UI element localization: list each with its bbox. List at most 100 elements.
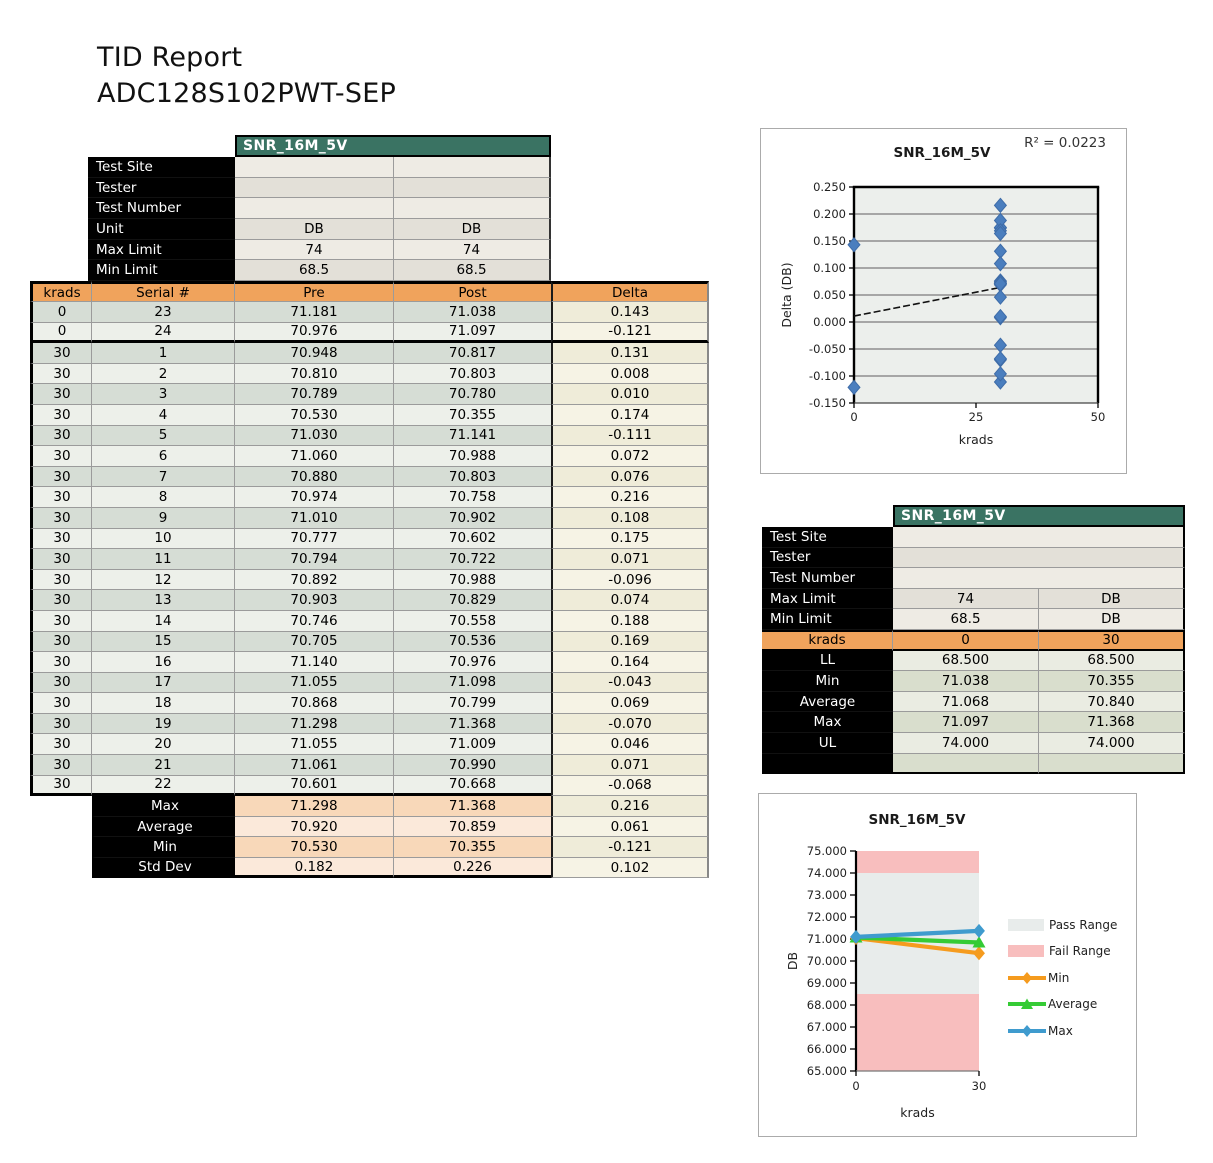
data-cell: 70.558 [394, 610, 551, 632]
data-cell: 70.601 [235, 775, 394, 797]
svg-text:0.250: 0.250 [813, 180, 846, 194]
column-header: krads [30, 281, 92, 302]
svg-text:71.000: 71.000 [807, 932, 847, 946]
data-cell: 70.803 [394, 363, 551, 385]
info-cell [394, 157, 551, 178]
summary-row-label: Average [92, 816, 235, 838]
data-cell: 70.868 [235, 693, 394, 714]
delta-cell: 0.010 [551, 384, 709, 405]
legend-line [1008, 971, 1046, 984]
legend-label: Average [1048, 997, 1098, 1011]
delta-cell: 0.169 [551, 631, 709, 653]
scatter-plot: 0.250 0.200 0.150 0.100 0.050 0.000 -0.050 -0.1… [779, 180, 1105, 447]
scatter-point [993, 366, 1008, 382]
data-cell: 5 [92, 425, 235, 447]
krads-cell: 30 [1039, 629, 1185, 651]
data-cell: 30 [30, 384, 92, 405]
legend-label: Pass Range [1049, 917, 1118, 932]
data-cell: 30 [30, 755, 92, 776]
data-cell: 30 [30, 652, 92, 673]
svg-text:65.000: 65.000 [807, 1064, 847, 1078]
data-cell: 30 [30, 734, 92, 756]
data-cell: 71.140 [235, 652, 394, 673]
svg-text:-0.150: -0.150 [809, 396, 846, 410]
data-cell: 70.976 [235, 322, 394, 344]
data-cell: 30 [30, 487, 92, 508]
krads-cell: 0 [893, 629, 1039, 651]
info-row-label: Test Site [88, 157, 235, 178]
data-cell: 71.181 [235, 302, 394, 323]
summary-delta-cell: -0.121 [551, 837, 709, 858]
data-cell: 70.817 [394, 343, 551, 364]
info-cell: 68.5 [235, 260, 394, 282]
series-marker-min [973, 946, 985, 961]
scatter-chart: R² = 0.0223 SNR_16M_5V 0.250 0.200 0.150 0.… [760, 128, 1127, 474]
legend-item: Average [1008, 997, 1117, 1011]
stats-table: SNR_16M_5V Test Site Tester Test Number Max … [762, 505, 1185, 775]
data-cell: 71.060 [235, 446, 394, 467]
data-cell: 70.988 [394, 569, 551, 591]
data-cell: 70.758 [394, 487, 551, 508]
legend-swatch [1008, 945, 1044, 957]
fail-range-band [856, 994, 979, 1071]
axis-ticks: 75.000 74.000 73.000 72.000 71.000 70.000 69.0… [807, 844, 987, 1093]
svg-text:0.200: 0.200 [813, 207, 846, 221]
data-cell: 0 [30, 322, 92, 344]
info-row-label: Test Number [88, 198, 235, 220]
delta-cell: -0.068 [551, 775, 709, 797]
summary-row-label: Std Dev [92, 857, 235, 879]
legend-item: Max [1008, 1024, 1117, 1038]
scatter-chart-title: SNR_16M_5V [893, 145, 991, 161]
data-cell: 70.722 [394, 549, 551, 570]
summary-cell: 71.298 [235, 796, 394, 817]
r-squared-annotation: R² = 0.0223 [1024, 135, 1106, 151]
summary-row-label: Max [92, 796, 235, 817]
summary-spacer [30, 796, 92, 817]
stats-value-cell: 71.097 [893, 712, 1039, 733]
data-cell: 71.141 [394, 425, 551, 447]
data-cell: 70.799 [394, 693, 551, 714]
data-cell: 71.009 [394, 734, 551, 756]
svg-text:25: 25 [969, 410, 984, 424]
delta-cell: 0.188 [551, 610, 709, 632]
legend-line [1008, 998, 1046, 1009]
svg-text:0.000: 0.000 [813, 315, 846, 329]
line-plot: 75.000 74.000 73.000 72.000 71.000 70.000 69.0… [785, 844, 987, 1120]
data-cell: 71.098 [394, 672, 551, 694]
data-cell: 70.602 [394, 528, 551, 550]
data-cell: 30 [30, 549, 92, 570]
delta-cell: -0.096 [551, 569, 709, 591]
data-cell: 22 [92, 775, 235, 797]
series-marker-max [973, 923, 985, 938]
column-header: Serial # [92, 281, 235, 302]
info-table: SNR_16M_5V Test Site Tester Test Number Unit… [88, 135, 551, 282]
report-title-line2: ADC128S102PWT-SEP [97, 78, 396, 109]
data-cell: 16 [92, 652, 235, 673]
delta-cell: -0.043 [551, 672, 709, 694]
data-cell: 6 [92, 446, 235, 467]
data-cell: 70.902 [394, 507, 551, 529]
data-cell: 2 [92, 363, 235, 385]
data-cell: 70.829 [394, 590, 551, 611]
summary-spacer [30, 858, 92, 879]
summary-cell: 0.226 [394, 857, 551, 879]
delta-cell: 0.008 [551, 363, 709, 385]
data-cell: 30 [30, 631, 92, 653]
series-marker-average [972, 936, 986, 948]
data-cell: 70.789 [235, 384, 394, 405]
info-cell: 74 [394, 239, 551, 261]
scatter-point [993, 350, 1008, 367]
svg-text:0: 0 [850, 410, 857, 424]
fail-range-band [856, 851, 979, 873]
stats-value-cell [1039, 753, 1185, 775]
data-cell: 70.892 [235, 569, 394, 591]
legend-item: Min [1008, 971, 1117, 985]
trendline [853, 286, 1001, 317]
stats-value-cell: 74.000 [1039, 732, 1185, 754]
column-header: Delta [551, 281, 709, 302]
data-cell: 70.536 [394, 631, 551, 653]
delta-cell: -0.111 [551, 425, 709, 447]
scatter-point [993, 197, 1008, 214]
line-chart-title: SNR_16M_5V [868, 812, 966, 828]
scatter-point [993, 275, 1008, 292]
